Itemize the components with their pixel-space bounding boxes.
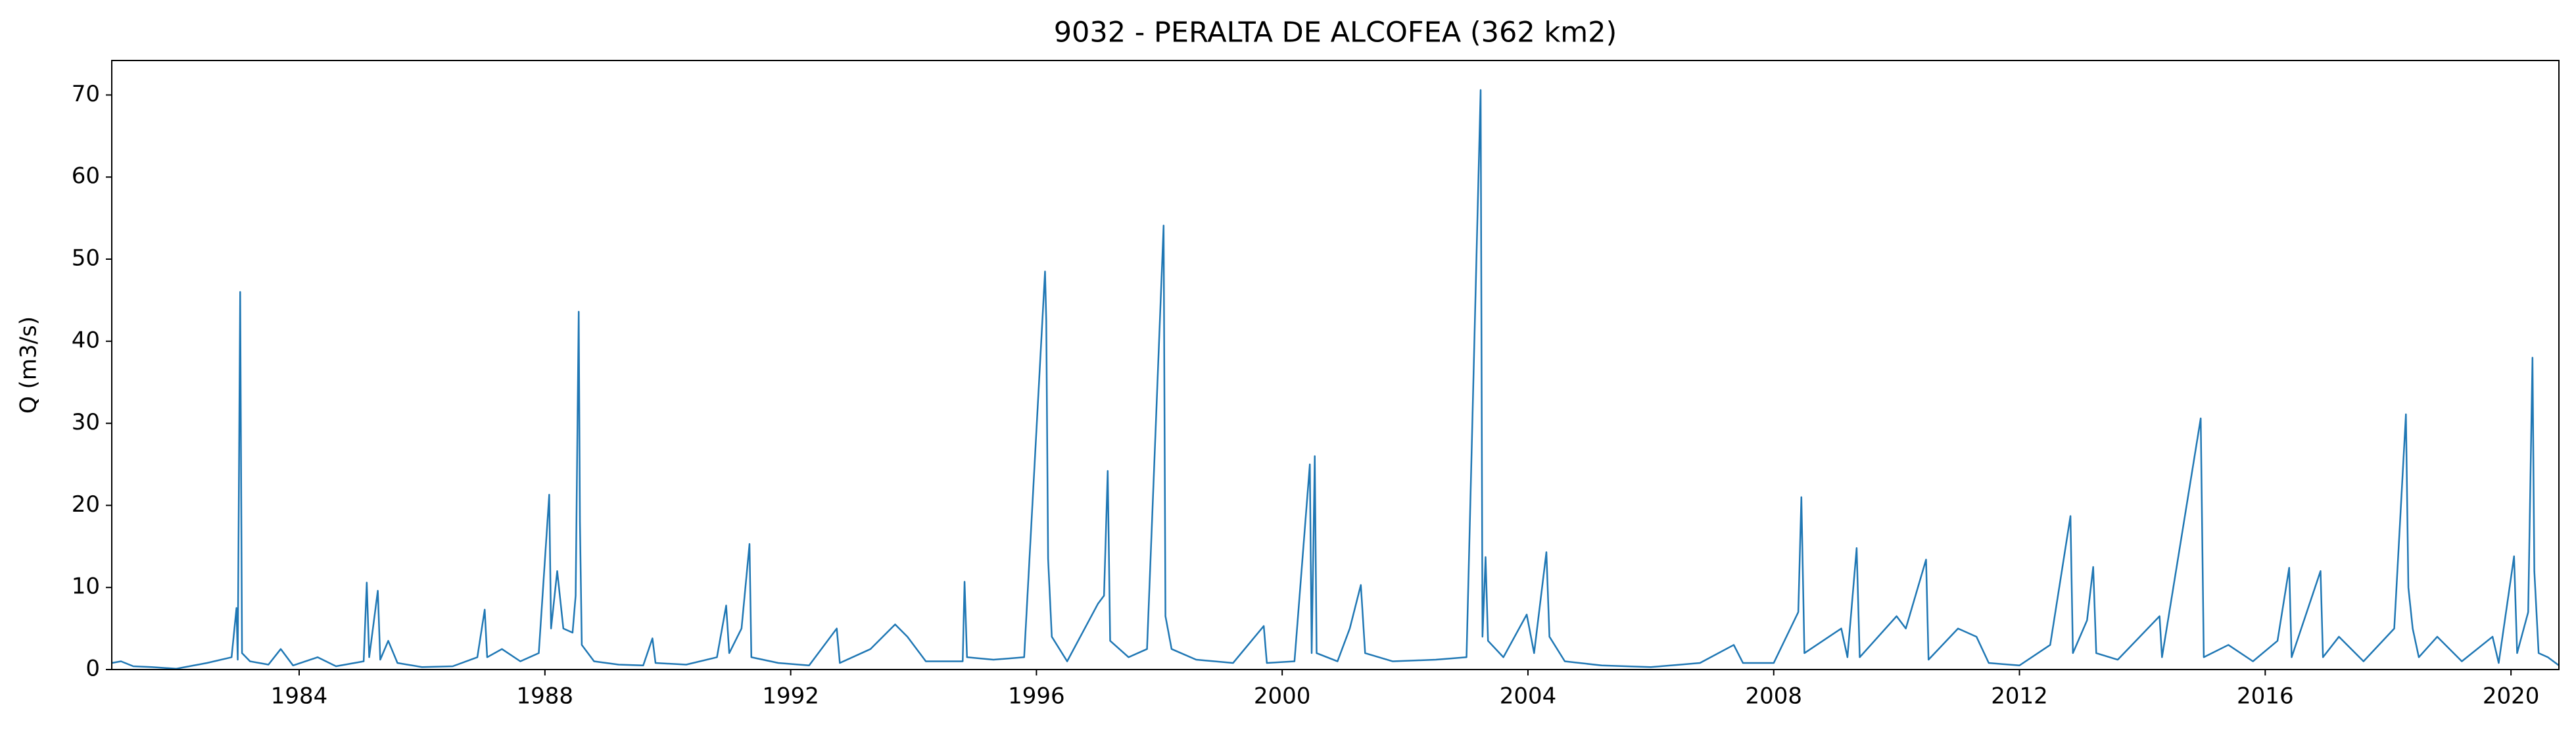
y-tick-label: 30: [72, 409, 100, 435]
y-tick-label: 10: [72, 574, 100, 600]
plot-frame: [111, 60, 2560, 670]
series-line: [111, 89, 2560, 670]
x-tick-label: 1988: [517, 683, 574, 710]
y-tick-label: 70: [72, 81, 100, 107]
x-tick-label: 2016: [2237, 683, 2294, 710]
x-tick-label: 2020: [2483, 683, 2540, 710]
x-tick-label: 2012: [1991, 683, 2048, 710]
x-tick-label: 2000: [1254, 683, 1311, 710]
x-tick-label: 2004: [1500, 683, 1557, 710]
y-tick-label: 50: [72, 245, 100, 272]
y-tick-label: 20: [72, 491, 100, 518]
chart-title: 9032 - PERALTA DE ALCOFEA (362 km2): [1054, 16, 1617, 49]
x-tick-label: 1996: [1008, 683, 1065, 710]
y-tick-label: 60: [72, 163, 100, 189]
x-tick-label: 1992: [762, 683, 819, 710]
y-axis-label: Q (m3/s): [16, 316, 42, 414]
x-tick-label: 2008: [1745, 683, 1802, 710]
y-tick-label: 0: [85, 656, 100, 682]
y-tick-label: 40: [72, 327, 100, 353]
x-tick-label: 1984: [271, 683, 328, 710]
